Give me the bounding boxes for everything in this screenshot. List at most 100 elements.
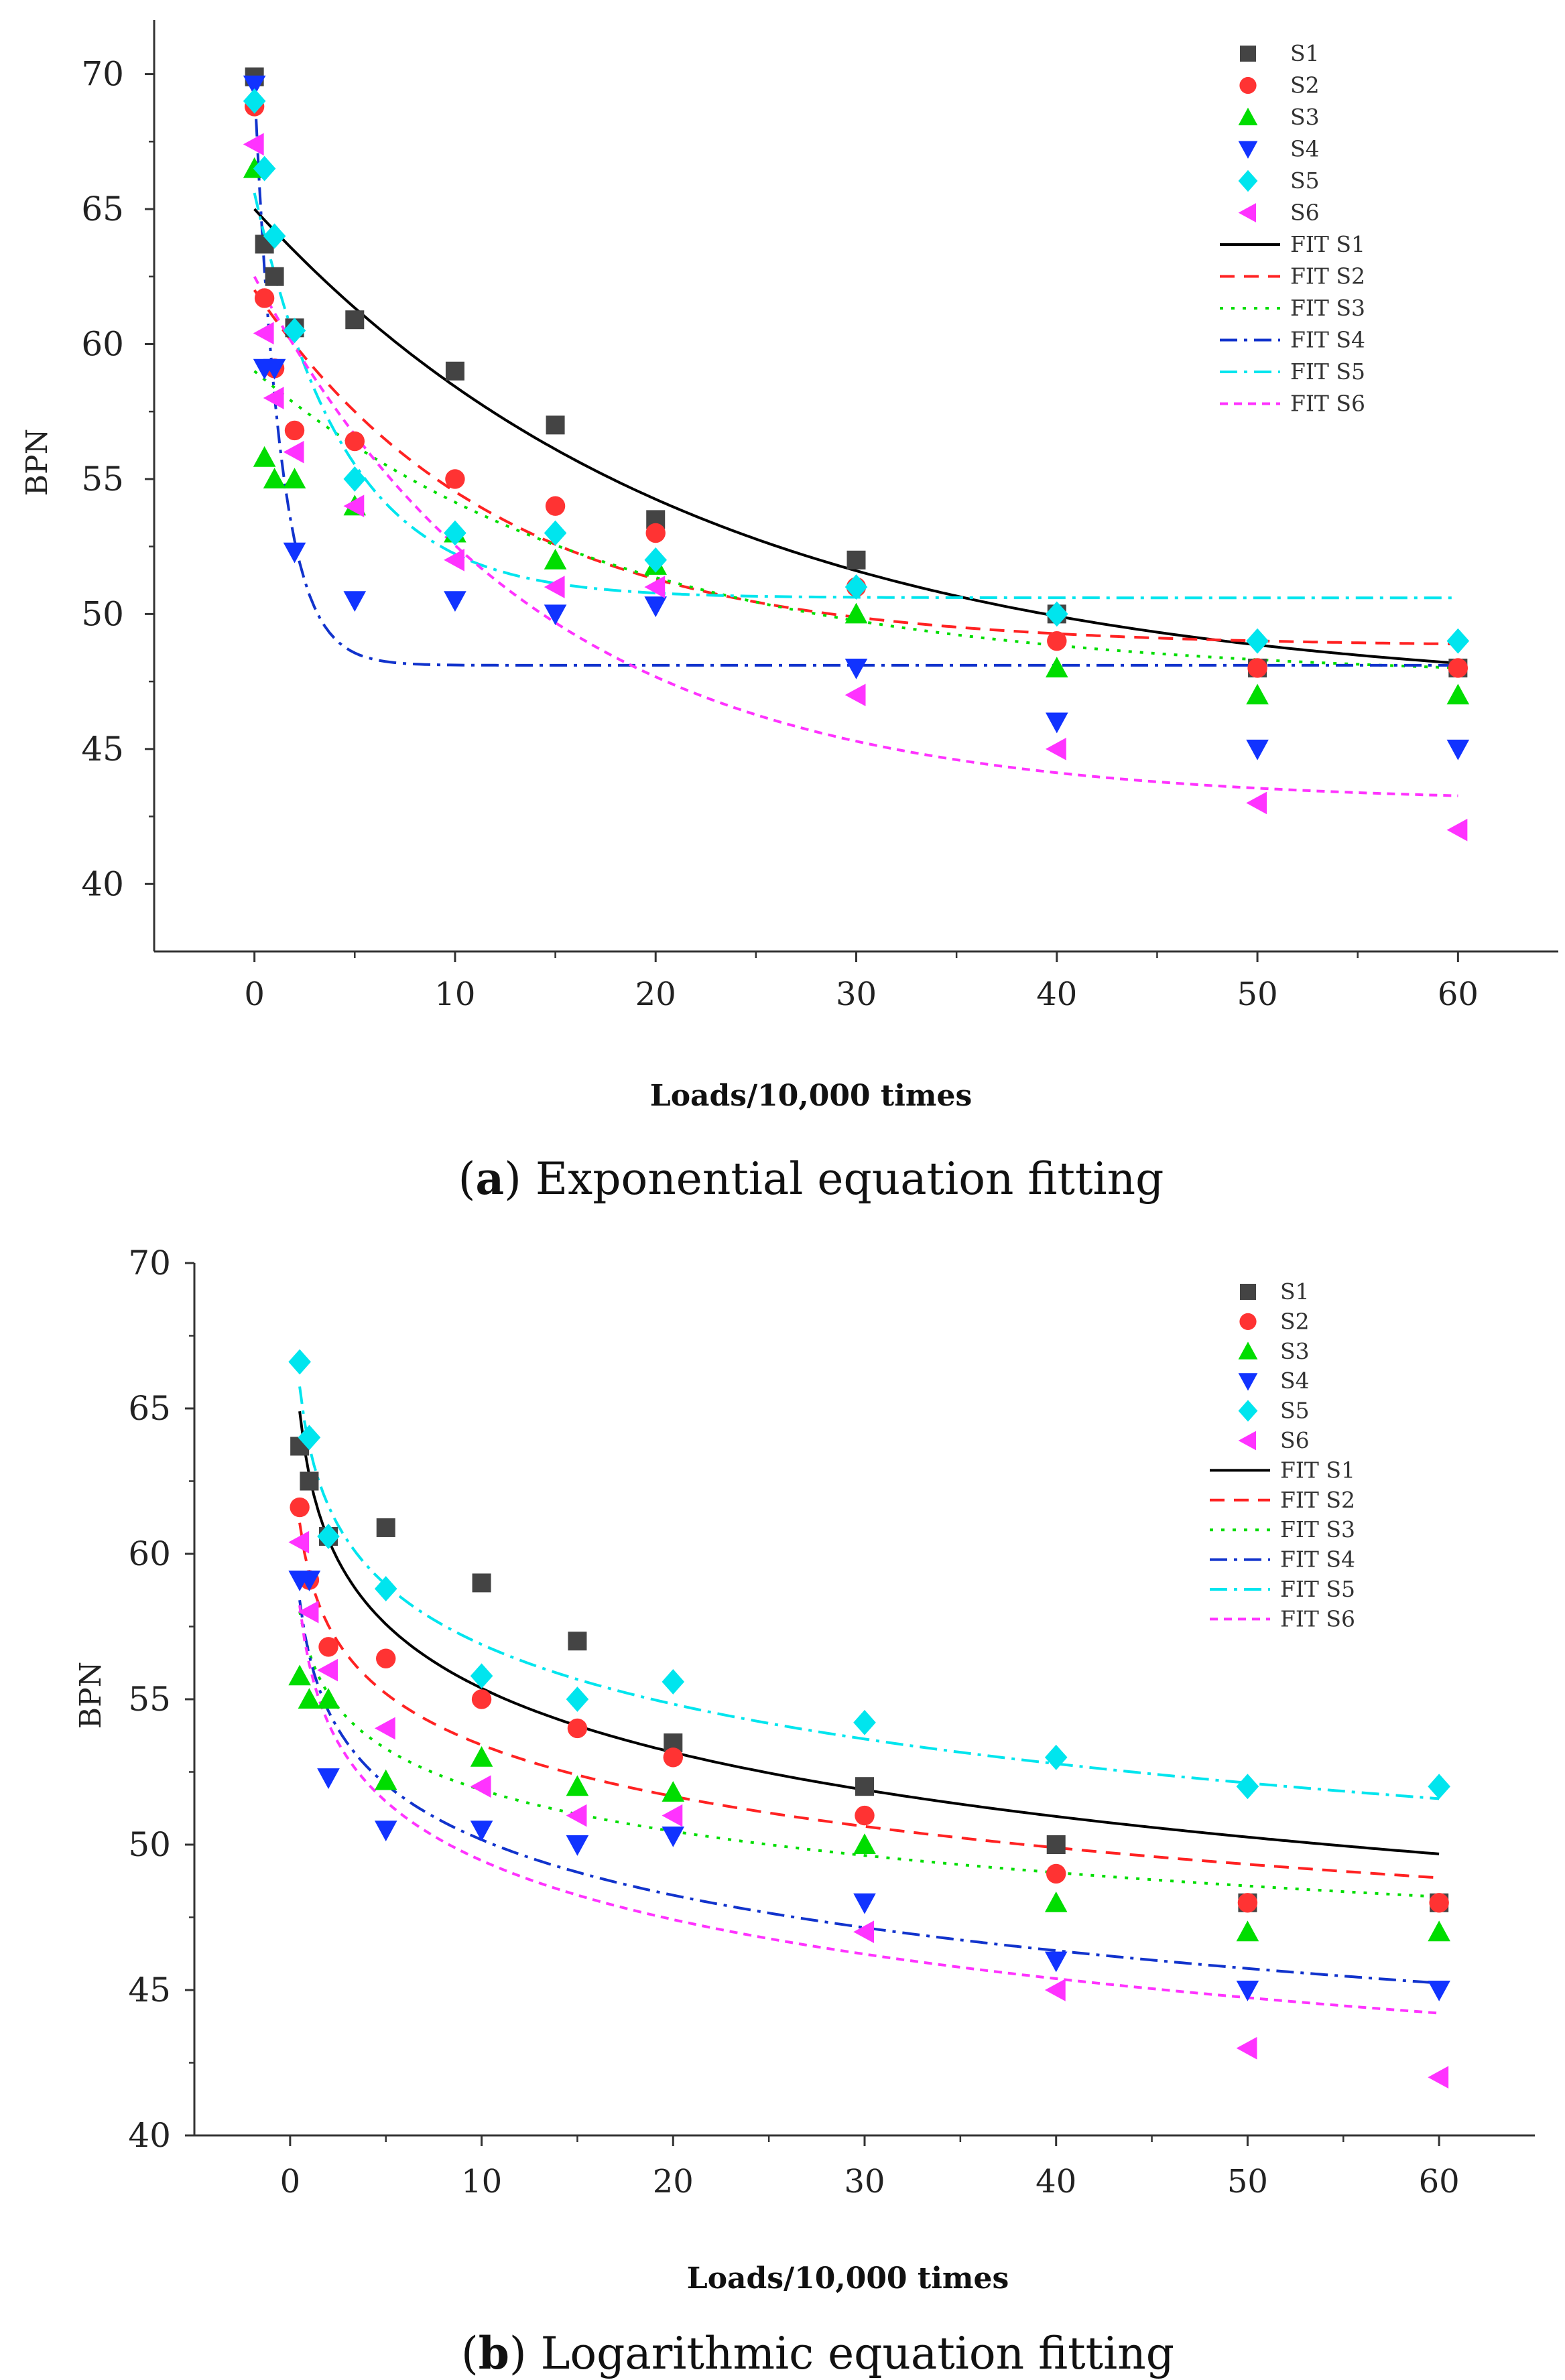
- panel-a-point-s6: [444, 548, 464, 572]
- panel-b-point-s4: [470, 1821, 493, 1842]
- panel-a-y-tick-label: 55: [81, 460, 124, 499]
- panel-a-point-s4: [444, 591, 466, 612]
- panel-b-legend-marker-s4: [1238, 1373, 1258, 1391]
- panel-a-y-tick-label: 45: [81, 730, 124, 769]
- panel-a-point-s6: [644, 576, 666, 598]
- panel-b-legend-marker-s1: [1240, 1284, 1256, 1300]
- panel-a-point-s3: [263, 468, 286, 488]
- panel-a-point-s2: [645, 523, 666, 543]
- panel-a-point-s4: [283, 542, 306, 564]
- panel-b-point-s6: [853, 1920, 874, 1943]
- panel-a-point-s6: [1045, 738, 1066, 761]
- panel-b-axes: 40 45 50 55 60 65 70 0 10 20 30 40 50 60: [128, 1244, 1535, 2200]
- panel-a-legend-label-s6: S6: [1290, 200, 1320, 226]
- panel-a-point-s3: [1446, 683, 1470, 705]
- panel-b-legend-label-fit-s6: FIT S6: [1280, 1605, 1355, 1632]
- panel-a-point-s6: [343, 494, 365, 518]
- panel-b-point-s5: [1428, 1774, 1450, 1800]
- panel-b-chart: 40 45 50 55 60 65 70 0 10 20 30 40 50 60 S1 S2 S3 S4 S5 S6…: [74, 1244, 1535, 2379]
- panel-a-point-s5: [253, 155, 276, 182]
- panel-a-fit-line-s3: [253, 370, 1458, 669]
- panel-b-legend-label-fit-s3: FIT S3: [1280, 1516, 1355, 1542]
- panel-b-fit-curves: [298, 1386, 1440, 2015]
- panel-b-fit-line-s2: [298, 1522, 1440, 1879]
- panel-b-point-s5: [317, 1524, 340, 1549]
- panel-b-x-tick-label: 0: [280, 2163, 301, 2200]
- panel-b-caption-letter: b: [479, 2327, 509, 2379]
- panel-a-legend-marker-s1: [1240, 46, 1256, 62]
- panel-b-legend-marker-s5: [1238, 1400, 1258, 1422]
- panel-a-legend-marker-s2: [1239, 76, 1257, 94]
- panel-b-point-s4: [662, 1826, 685, 1847]
- panel-b-x-axis-label: Loads/10,000 times: [687, 2261, 1009, 2296]
- panel-a-caption-letter: a: [475, 1152, 504, 1205]
- panel-a-point-s4: [644, 596, 668, 618]
- panel-a-point-s3: [544, 548, 567, 570]
- panel-a-point-s6: [844, 683, 866, 707]
- panel-a-point-s1: [847, 550, 866, 570]
- panel-b-point-s4: [853, 1893, 876, 1914]
- panel-a-legend-label-s3: S3: [1290, 104, 1320, 130]
- panel-a-point-s4: [544, 604, 567, 626]
- panel-a-x-axis-label: Loads/10,000 times: [650, 1079, 972, 1113]
- panel-b-point-s5: [288, 1349, 311, 1375]
- panel-a-point-s1: [546, 415, 565, 435]
- panel-a-x-tick-label: 30: [836, 976, 877, 1013]
- panel-b-point-s5: [662, 1669, 685, 1695]
- panel-a-point-s6: [1246, 791, 1267, 815]
- panel-b-point-s6: [298, 1601, 319, 1624]
- panel-a-point-s5: [243, 88, 266, 114]
- panel-a-point-s4: [1246, 739, 1269, 761]
- panel-b-point-s5: [853, 1709, 876, 1735]
- panel-a-legend-marker-s4: [1238, 141, 1258, 159]
- panel-a-legend-label-s2: S2: [1290, 72, 1320, 98]
- panel-b-caption-text: Logarithmic equation fitting: [541, 2328, 1174, 2379]
- panel-b-point-s3: [1044, 1892, 1068, 1912]
- panel-b-point-s4: [1044, 1951, 1068, 1973]
- panel-a-point-s1: [345, 310, 365, 330]
- panel-a-x-tick-label: 20: [635, 976, 676, 1013]
- panel-a-legend-label-fit-s2: FIT S2: [1290, 263, 1365, 289]
- panel-b-point-s4: [374, 1821, 397, 1842]
- panel-a-point-s1: [445, 361, 464, 381]
- panel-a-point-s6: [544, 576, 565, 598]
- panel-b-point-s6: [1044, 1979, 1066, 2001]
- panel-a-point-s3: [1045, 657, 1068, 677]
- panel-a-legend-label-fit-s6: FIT S6: [1290, 391, 1365, 417]
- panel-b-point-s1: [300, 1471, 319, 1491]
- panel-b-point-s6: [1428, 2066, 1449, 2089]
- panel-b-point-s5: [374, 1576, 397, 1601]
- panel-b-point-s5: [1236, 1774, 1259, 1800]
- panel-b-point-s2: [567, 1718, 588, 1739]
- panel-a-point-s6: [1446, 818, 1468, 842]
- panel-b-point-s2: [663, 1747, 683, 1768]
- panel-a-legend-marker-s3: [1238, 107, 1258, 125]
- panel-b-point-s4: [298, 1571, 321, 1591]
- panel-b-y-tick-label: 60: [128, 1534, 171, 1573]
- panel-a-point-s6: [253, 322, 274, 345]
- panel-b-legend-label-fit-s5: FIT S5: [1280, 1576, 1355, 1602]
- panel-a-point-s4: [1045, 712, 1068, 734]
- panel-a-point-s2: [1448, 658, 1468, 678]
- panel-a-x-tick-label: 40: [1036, 976, 1077, 1013]
- panel-b-x-tick-label: 20: [653, 2163, 694, 2200]
- panel-b-y-tick-label: 65: [128, 1389, 171, 1428]
- panel-a-point-s2: [1047, 631, 1067, 651]
- panel-a-point-s2: [1247, 658, 1267, 678]
- panel-b-point-s6: [470, 1775, 491, 1798]
- panel-a-point-s2: [445, 469, 465, 489]
- panel-a-point-s5: [283, 318, 306, 344]
- panel-b-point-s6: [317, 1658, 338, 1682]
- panel-b-legend-label-s4: S4: [1280, 1368, 1310, 1394]
- panel-a-y-tick-label: 60: [81, 324, 124, 363]
- panel-a-y-tick-label: 65: [81, 190, 124, 228]
- panel-a-legend-label-fit-s1: FIT S1: [1290, 231, 1365, 257]
- panel-b-point-s1: [1046, 1835, 1066, 1854]
- panel-a-x-tick-label: 50: [1237, 976, 1278, 1013]
- panel-b-legend-label-fit-s4: FIT S4: [1280, 1546, 1355, 1573]
- panel-b-point-s3: [288, 1664, 311, 1686]
- panel-b-point-s5: [470, 1663, 493, 1689]
- panel-b-x-tick-label: 10: [461, 2163, 502, 2200]
- panel-b-point-s2: [1429, 1893, 1449, 1913]
